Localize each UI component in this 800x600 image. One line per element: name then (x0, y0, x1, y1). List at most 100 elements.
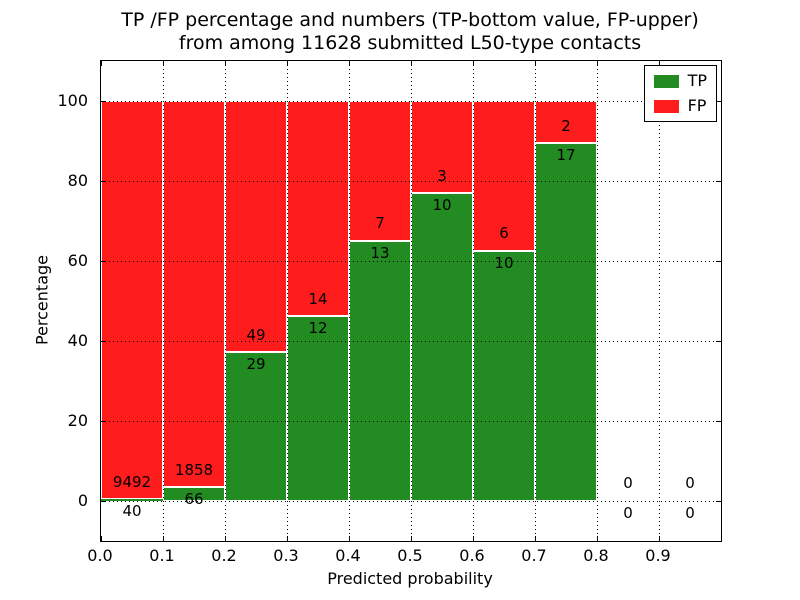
x-tick-bottom (659, 536, 660, 541)
x-tick-bottom (597, 536, 598, 541)
bar-segment-fp (163, 101, 225, 488)
tp-count-label: 10 (432, 195, 452, 214)
legend-item-fp: FP (653, 96, 707, 115)
x-tick-label: 0.0 (87, 546, 113, 565)
x-tick-bottom (101, 536, 102, 541)
tp-count-label: 13 (370, 243, 390, 262)
x-tick-label: 0.3 (273, 546, 299, 565)
y-tick-right (716, 421, 721, 422)
x-tick-label: 0.2 (211, 546, 237, 565)
y-tick-label: 0 (77, 491, 88, 510)
x-tick-top (535, 61, 536, 66)
y-tick-right (716, 181, 721, 182)
bar-segment-tp (225, 352, 287, 501)
legend: TP FP (643, 65, 717, 122)
x-tick-bottom (163, 536, 164, 541)
y-tick-label: 80 (67, 171, 88, 190)
tp-count-label: 66 (184, 489, 204, 508)
chart-title: TP /FP percentage and numbers (TP-bottom… (100, 9, 720, 55)
fp-count-label: 9492 (112, 472, 152, 491)
x-tick-top (163, 61, 164, 66)
legend-item-tp: TP (653, 71, 707, 90)
fp-count-label: 1858 (174, 460, 214, 479)
gridline-vertical (597, 61, 598, 541)
x-tick-bottom (473, 536, 474, 541)
y-tick-label: 40 (67, 331, 88, 350)
x-tick-bottom (535, 536, 536, 541)
gridline-vertical (225, 61, 226, 541)
y-tick-right (716, 341, 721, 342)
y-tick-label: 100 (57, 91, 88, 110)
fp-count-label: 2 (561, 116, 571, 135)
x-tick-label: 0.9 (645, 546, 671, 565)
gridline-vertical (349, 61, 350, 541)
y-tick-right (716, 501, 721, 502)
fp-count-label: 3 (437, 166, 447, 185)
x-tick-bottom (287, 536, 288, 541)
legend-label-fp: FP (687, 96, 707, 115)
tp-count-label: 17 (556, 145, 576, 164)
x-tick-label: 0.5 (397, 546, 423, 565)
x-tick-label: 0.1 (149, 546, 175, 565)
gridline-vertical (535, 61, 536, 541)
fp-count-label: 7 (375, 214, 385, 233)
x-tick-top (659, 61, 660, 66)
bar-segment-tp (535, 143, 597, 501)
legend-swatch-fp-icon (653, 99, 679, 113)
y-tick-left (101, 341, 106, 342)
y-tick-right (716, 261, 721, 262)
bar-count-labels-layer: 9492 40 1858 66 49 29 14 12 7 13 3 10 6 10 2 17 0 0 0 0 (101, 61, 721, 541)
bar-segment-fp (473, 101, 535, 251)
bar-segment-tp (473, 251, 535, 501)
y-tick-left (101, 181, 106, 182)
x-tick-top (225, 61, 226, 66)
bar-segment-tp (287, 316, 349, 501)
ticks-layer (101, 61, 721, 541)
fp-count-label: 14 (308, 289, 328, 308)
bar-segment-tp (101, 499, 163, 501)
plot-area: 9492 40 1858 66 49 29 14 12 7 13 3 10 6 10 2 17 0 0 0 0 TP … (100, 60, 722, 542)
gridline-vertical (287, 61, 288, 541)
y-tick-left (101, 421, 106, 422)
chart-title-line2: from among 11628 submitted L50-type cont… (178, 32, 642, 54)
tp-count-label: 29 (246, 354, 266, 373)
x-tick-top (349, 61, 350, 66)
x-tick-label: 0.4 (335, 546, 361, 565)
x-tick-bottom (411, 536, 412, 541)
bars-layer (101, 61, 721, 541)
x-tick-top (473, 61, 474, 66)
y-tick-right (716, 101, 721, 102)
bar-segment-fp (101, 101, 163, 500)
x-tick-top (101, 61, 102, 66)
gridline-vertical (411, 61, 412, 541)
x-tick-label: 0.6 (459, 546, 485, 565)
x-tick-bottom (349, 536, 350, 541)
x-tick-label: 0.7 (521, 546, 547, 565)
y-tick-label: 60 (67, 251, 88, 270)
gridline-vertical (659, 61, 660, 541)
legend-label-tp: TP (687, 71, 707, 90)
x-tick-top (287, 61, 288, 66)
legend-swatch-tp-icon (653, 74, 679, 88)
tp-count-label: 0 (685, 503, 695, 522)
chart-title-line1: TP /FP percentage and numbers (TP-bottom… (121, 9, 699, 31)
fp-count-label: 0 (685, 474, 695, 493)
gridline-vertical (473, 61, 474, 541)
gridlines-layer (101, 61, 721, 541)
tp-count-label: 0 (623, 503, 633, 522)
x-tick-top (411, 61, 412, 66)
x-axis-label: Predicted probability (327, 569, 493, 588)
gridline-vertical (163, 61, 164, 541)
y-tick-label: 20 (67, 411, 88, 430)
y-tick-left (101, 501, 106, 502)
fp-count-label: 0 (623, 474, 633, 493)
bar-segment-fp (225, 101, 287, 353)
tp-count-label: 40 (122, 501, 142, 520)
y-tick-left (101, 101, 106, 102)
fp-count-label: 6 (499, 224, 509, 243)
y-tick-left (101, 261, 106, 262)
tp-count-label: 10 (494, 253, 514, 272)
x-tick-top (597, 61, 598, 66)
x-tick-bottom (225, 536, 226, 541)
